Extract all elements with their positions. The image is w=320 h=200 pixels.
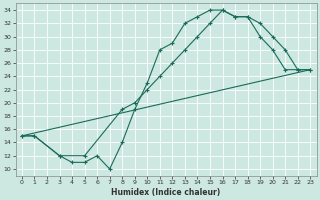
X-axis label: Humidex (Indice chaleur): Humidex (Indice chaleur) [111,188,221,197]
